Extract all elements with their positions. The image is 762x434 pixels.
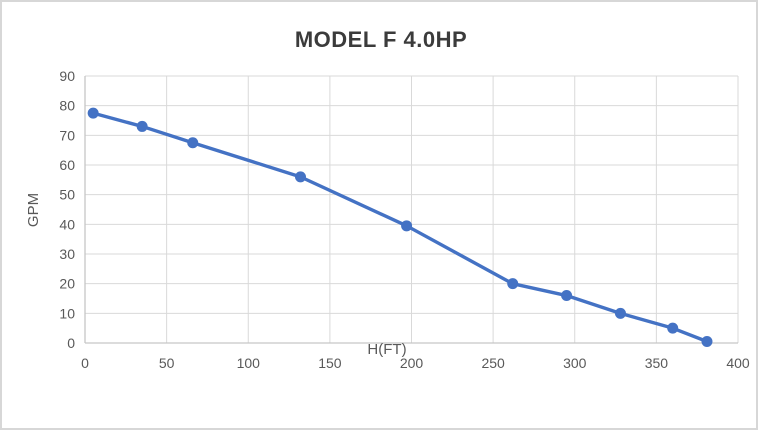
axis-lines [84, 76, 738, 344]
x-tick-label: 350 [645, 355, 669, 371]
x-tick-label: 200 [400, 355, 424, 371]
x-tick-label: 100 [237, 355, 261, 371]
data-point-marker [614, 307, 626, 319]
y-tick-label: 30 [59, 246, 75, 262]
series-layer [87, 107, 713, 348]
y-axis-tick-labels: 0 10 20 30 40 50 60 70 80 90 [59, 68, 75, 351]
y-tick-label: 0 [67, 335, 75, 351]
pump-curve-chart: 0 50 100 150 200 250 300 350 400 0 10 20 30 40 50 60 70… [25, 27, 750, 371]
data-point-marker [701, 336, 713, 348]
data-point-marker [136, 120, 148, 132]
data-point-marker [187, 137, 199, 149]
x-tick-label: 250 [481, 355, 505, 371]
x-tick-label: 150 [318, 355, 342, 371]
y-tick-label: 90 [59, 68, 75, 84]
x-axis-title: H(FT) [367, 341, 406, 358]
data-point-marker [294, 171, 306, 183]
y-tick-label: 50 [59, 187, 75, 203]
gridlines [84, 75, 739, 344]
data-point-marker [561, 290, 573, 302]
chart-title: MODEL F 4.0HP [295, 27, 467, 52]
series-line [91, 111, 709, 344]
x-axis-tick-labels: 0 50 100 150 200 250 300 350 400 [81, 355, 750, 371]
x-tick-label: 300 [563, 355, 587, 371]
y-tick-label: 70 [59, 127, 75, 143]
y-tick-label: 80 [59, 98, 75, 114]
y-tick-label: 10 [59, 305, 75, 321]
x-tick-label: 50 [159, 355, 175, 371]
x-tick-label: 0 [81, 355, 89, 371]
data-point-marker [667, 322, 679, 334]
data-point-marker [507, 278, 519, 290]
y-tick-label: 60 [59, 157, 75, 173]
y-axis-title: GPM [25, 193, 42, 227]
y-tick-label: 40 [59, 216, 75, 232]
y-tick-label: 20 [59, 276, 75, 292]
data-point-marker [87, 107, 99, 119]
data-point-marker [401, 220, 413, 232]
x-tick-label: 400 [726, 355, 750, 371]
